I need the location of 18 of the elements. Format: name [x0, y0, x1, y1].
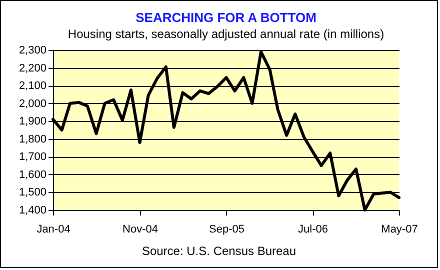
- x-tick-label: Sep-05: [209, 224, 245, 236]
- chart-subtitle: Housing starts, seasonally adjusted annual rate (in millions): [68, 27, 384, 41]
- y-tick-label: 1,800: [18, 133, 46, 146]
- x-tick-label: Jan-04: [36, 224, 70, 236]
- y-tick-label: 1,600: [18, 168, 46, 181]
- y-tick-label: 2,300: [18, 44, 46, 56]
- y-tick-label: 1,700: [18, 151, 46, 164]
- y-tick-label: 2,100: [18, 80, 46, 92]
- source-note: Source: U.S. Census Bureau: [140, 244, 298, 258]
- x-tick-label: Nov-04: [122, 224, 158, 236]
- y-tick-label: 2,000: [18, 98, 46, 110]
- x-tick-label: Jul-06: [298, 224, 328, 236]
- y-tick-label: 1,500: [18, 186, 46, 199]
- y-tick-label: 1,400: [18, 204, 46, 216]
- x-tick-label: May-07: [381, 224, 418, 236]
- chart-title: SEARCHING FOR A BOTTOM: [136, 10, 316, 25]
- y-tick-label: 2,200: [18, 62, 46, 74]
- y-tick-label: 1,900: [18, 116, 46, 128]
